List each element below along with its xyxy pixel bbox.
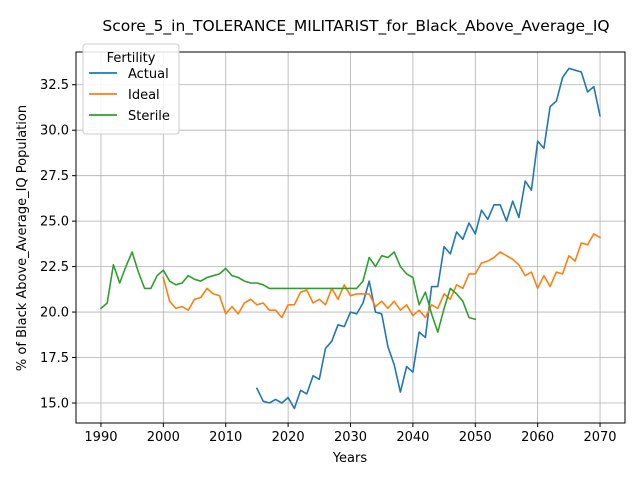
- y-tick-label: 22.5: [40, 260, 69, 275]
- y-tick-label: 20.0: [40, 306, 69, 321]
- x-tick-label: 2040: [396, 430, 429, 445]
- y-tick-label: 30.0: [40, 124, 69, 139]
- series-line-ideal: [162, 233, 602, 319]
- y-tick-label: 27.5: [40, 169, 69, 184]
- y-tick-label: 15.0: [40, 396, 69, 411]
- x-axis-label: Years: [332, 451, 368, 466]
- y-tick-label: 32.5: [40, 78, 69, 93]
- x-tick-label: 2070: [583, 430, 616, 445]
- y-axis: 15.0 17.5 20.0 22.5 25.0 27.5 30.0 32.5: [40, 78, 76, 411]
- x-tick-label: 2000: [147, 430, 180, 445]
- legend: Fertility Actual Ideal Sterile: [82, 43, 180, 135]
- x-axis: 1990 2000 2010 2020 2030 2040 2050 2060 2070: [84, 423, 617, 445]
- y-tick-label: 25.0: [40, 215, 69, 230]
- x-tick-label: 2020: [272, 430, 305, 445]
- x-tick-label: 2010: [209, 430, 242, 445]
- legend-label-sterile: Sterile: [128, 109, 170, 124]
- x-tick-label: 1990: [84, 430, 117, 445]
- x-tick-label: 2030: [334, 430, 367, 445]
- series-lines: [99, 67, 602, 410]
- y-tick-label: 17.5: [40, 351, 69, 366]
- chart-title: Score_5_in_TOLERANCE_MILITARIST_for_Blac…: [102, 17, 609, 36]
- series-line-sterile: [99, 251, 477, 333]
- x-tick-label: 2060: [521, 430, 554, 445]
- y-axis-label: % of Black Above_Average_IQ Population: [15, 105, 30, 371]
- legend-label-actual: Actual: [128, 67, 169, 82]
- legend-label-ideal: Ideal: [128, 88, 160, 103]
- legend-box: [82, 43, 180, 135]
- legend-title: Fertility: [107, 51, 156, 66]
- x-tick-label: 2050: [459, 430, 492, 445]
